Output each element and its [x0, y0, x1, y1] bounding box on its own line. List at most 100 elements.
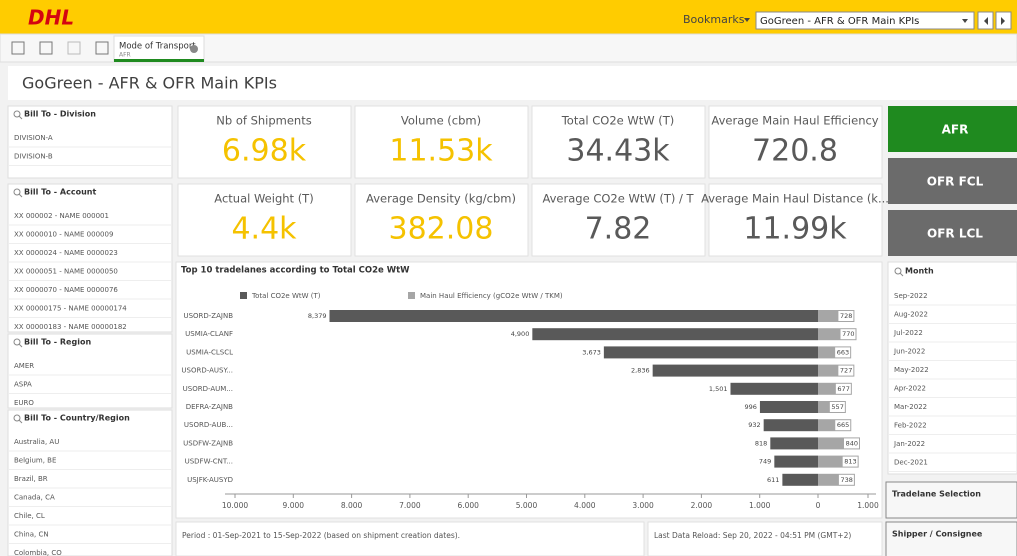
filter-item[interactable]: XX 00000175 - NAME 00000174 — [14, 305, 127, 313]
filter-panel — [7, 183, 173, 333]
month-item[interactable]: Jan-2022 — [893, 440, 925, 448]
side-panel[interactable] — [885, 481, 1017, 519]
mode-button[interactable] — [888, 158, 1017, 204]
category-label: USMIA-CLSCL — [186, 348, 233, 356]
x-tick-label: 9.000 — [283, 501, 305, 510]
filter-item[interactable]: Canada, CA — [14, 494, 55, 502]
category-label: USJFK-AUSYD — [187, 476, 233, 484]
category-label: USDFW-CNT... — [185, 458, 233, 466]
filter-item[interactable]: XX 0000070 - NAME 0000076 — [14, 286, 118, 294]
kpi-tile — [708, 183, 883, 257]
x-tick-label: 4.000 — [574, 501, 596, 510]
co2-value-label: 8,379 — [308, 312, 327, 320]
x-tick-label: 0 — [816, 501, 821, 510]
efficiency-label-box — [840, 329, 856, 340]
filter-item[interactable]: China, CN — [14, 531, 49, 539]
filter-title: Bill To - Region — [24, 338, 91, 347]
efficiency-value-label: 727 — [840, 367, 852, 375]
filter-item[interactable]: XX 0000010 - NAME 000009 — [14, 231, 113, 239]
filter-item[interactable]: DIVISION-A — [14, 134, 53, 142]
efficiency-label-box — [842, 456, 858, 467]
filter-item[interactable]: Colombia, CO — [14, 549, 62, 556]
search-icon-handle — [18, 115, 23, 120]
kpi-tile — [177, 183, 352, 257]
month-item[interactable]: Apr-2022 — [894, 385, 926, 393]
kpi-label: Average Density (kg/cbm) — [366, 192, 516, 206]
kpi-label: Average Main Haul Distance (k... — [701, 192, 889, 206]
filter-title: Bill To - Account — [24, 188, 96, 197]
search-icon-handle — [18, 419, 23, 424]
mode-button[interactable] — [888, 106, 1017, 152]
filter-item[interactable]: Australia, AU — [14, 438, 59, 446]
tool-icon[interactable] — [95, 41, 109, 55]
co2-value-label: 4,900 — [511, 330, 530, 338]
search-icon-handle — [18, 343, 23, 348]
category-label: USMIA-CLANF — [185, 330, 233, 338]
kpi-value: 11.99k — [743, 212, 847, 247]
side-panel-title: Tradelane Selection — [892, 490, 981, 499]
month-item[interactable]: Mar-2022 — [894, 403, 927, 411]
filter-item[interactable]: DIVISION-B — [14, 153, 53, 161]
filter-item[interactable]: XX 00000183 - NAME 00000182 — [14, 323, 127, 331]
co2-bar — [770, 437, 818, 450]
co2-bar — [532, 328, 818, 341]
x-tick-label: 5.000 — [516, 501, 538, 510]
month-item[interactable]: Aug-2022 — [894, 311, 928, 319]
reload-panel — [647, 521, 883, 556]
category-label: USORD-AUM... — [183, 385, 233, 393]
filter-item[interactable]: AMER — [14, 362, 34, 370]
kpi-label: Actual Weight (T) — [214, 192, 313, 206]
month-item[interactable]: Jul-2022 — [893, 329, 923, 337]
bookmarks[interactable]: Bookmarks — [683, 13, 745, 26]
category-label: USORD-AUB... — [184, 421, 233, 429]
search-icon-handle — [18, 193, 23, 198]
selection-chip[interactable] — [113, 35, 205, 63]
month-item[interactable]: Feb-2022 — [894, 422, 927, 430]
co2-bar — [782, 473, 818, 486]
month-item[interactable]: Sep-2022 — [894, 292, 928, 300]
filter-item[interactable]: XX 000002 - NAME 000001 — [14, 212, 109, 220]
category-label: DEFRA-ZAJNB — [186, 403, 233, 411]
filter-title: Bill To - Country/Region — [24, 414, 130, 423]
tool-icon[interactable] — [67, 41, 81, 55]
efficiency-label-box — [838, 474, 854, 485]
kpi-label: Average CO2e WtW (T) / T — [542, 192, 694, 206]
efficiency-value-label: 557 — [831, 403, 843, 411]
clear-selection[interactable] — [190, 45, 198, 53]
kpi-tile — [354, 105, 529, 179]
filter-panel — [7, 333, 173, 409]
kpi-value: 7.82 — [585, 212, 652, 247]
kpi-value: 4.4k — [231, 212, 297, 247]
kpi-tile — [177, 105, 352, 179]
co2-value-label: 1,501 — [709, 385, 728, 393]
month-item[interactable]: Dec-2021 — [894, 459, 928, 467]
efficiency-label-box — [844, 438, 859, 449]
co2-bar — [730, 382, 818, 395]
x-tick-label: 1.000 — [749, 501, 771, 510]
kpi-label: Average Main Haul Efficiency — [711, 114, 878, 128]
filter-item[interactable]: Chile, CL — [14, 512, 45, 520]
filter-item[interactable]: XX 0000024 - NAME 0000023 — [14, 249, 118, 257]
kpi-tile — [708, 105, 883, 179]
mode-button[interactable] — [888, 210, 1017, 256]
reload-text: Last Data Reload: Sep 20, 2022 - 04:51 P… — [654, 531, 851, 540]
efficiency-value-label: 663 — [837, 348, 849, 356]
month-item[interactable]: Jun-2022 — [893, 348, 925, 356]
efficiency-label-box — [835, 347, 851, 358]
side-panel[interactable] — [885, 521, 1017, 556]
sheet-select[interactable] — [755, 11, 975, 30]
filter-item[interactable]: Belgium, BE — [14, 457, 56, 465]
filter-item[interactable]: EURO — [14, 399, 34, 407]
co2-bar — [603, 346, 818, 359]
kpi-label: Volume (cbm) — [401, 114, 481, 128]
x-tick-label: 2.000 — [691, 501, 713, 510]
tool-icon[interactable] — [11, 41, 25, 55]
co2-value-label: 611 — [767, 476, 779, 484]
filter-item[interactable]: XX 0000051 - NAME 0000050 — [14, 268, 118, 276]
filter-item[interactable]: Brazil, BR — [14, 475, 48, 483]
month-item[interactable]: May-2022 — [894, 366, 929, 374]
filter-item[interactable]: ASPA — [14, 381, 32, 389]
title-bar — [8, 66, 1017, 100]
tool-icon[interactable] — [39, 41, 53, 55]
